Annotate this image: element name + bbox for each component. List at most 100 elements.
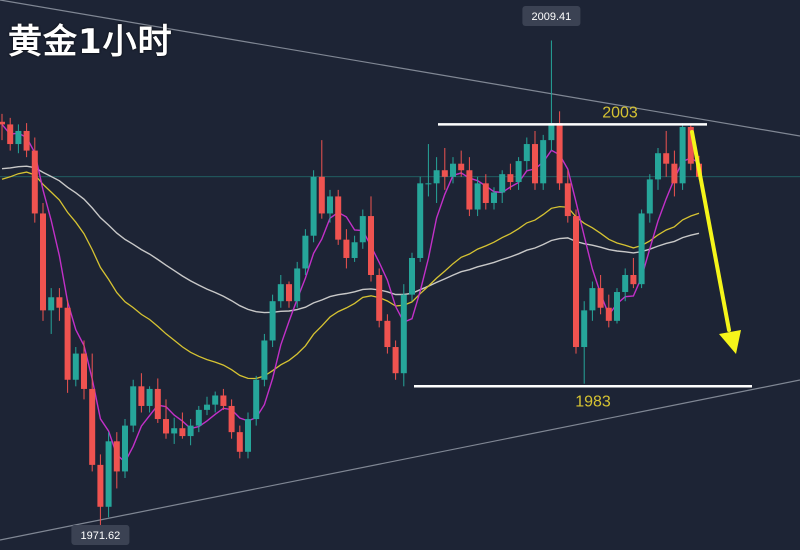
candle-body	[655, 153, 661, 180]
candle-body	[597, 288, 604, 308]
candle-body	[261, 340, 268, 380]
candle-body	[7, 124, 14, 145]
candle-body	[245, 419, 251, 452]
candle-body	[204, 404, 210, 410]
candle-body	[195, 409, 202, 426]
candle-body	[302, 235, 309, 269]
candle-body	[515, 161, 522, 183]
candle-body	[646, 179, 653, 214]
candle-body	[581, 310, 588, 348]
candle-body	[450, 163, 456, 177]
candle-body	[417, 183, 424, 258]
candle-body	[548, 123, 555, 141]
candle-body	[269, 301, 276, 341]
low-price-label-box	[71, 525, 130, 545]
candle-body	[146, 388, 153, 406]
resistance-level-label: 2003	[602, 104, 638, 121]
candle-body	[499, 174, 506, 193]
candle-body	[23, 130, 30, 151]
candle-body	[564, 183, 571, 217]
candle-body	[441, 170, 448, 177]
candle-body	[236, 432, 243, 452]
candle-body	[523, 144, 530, 162]
candle-body	[671, 163, 678, 184]
candle-body	[351, 242, 358, 258]
candle-body	[466, 170, 473, 210]
candle-body	[376, 275, 383, 321]
candle-body	[630, 275, 637, 285]
high-price-label-box	[522, 6, 581, 26]
candle-body	[163, 419, 169, 434]
candle-body	[474, 183, 481, 210]
candle-body	[335, 196, 342, 240]
candle-body	[138, 386, 145, 406]
arrow-head	[719, 330, 741, 354]
candle-body	[0, 121, 5, 125]
candle-body	[31, 150, 38, 214]
candle-body	[327, 196, 333, 214]
candle-body	[171, 428, 178, 434]
candle-body	[589, 288, 596, 311]
candle-body	[614, 292, 620, 321]
upper-trend-line	[0, 0, 800, 137]
chart-title: 黄金1小时	[8, 22, 173, 62]
candle-body	[318, 176, 325, 214]
candle-body	[286, 284, 292, 302]
candle-body	[64, 307, 71, 380]
lower-trend-line	[0, 379, 800, 541]
candle-body	[663, 153, 670, 164]
high-price-label: 2009.41	[532, 11, 572, 23]
candle-body	[212, 395, 219, 405]
candle-body	[482, 183, 489, 203]
candle-body	[56, 297, 63, 308]
candle-body	[400, 294, 407, 374]
candle-body	[392, 347, 399, 374]
candle-body	[89, 388, 96, 465]
candle-body	[105, 441, 112, 507]
candle-body	[425, 183, 432, 185]
candle-body	[532, 144, 538, 184]
candle-body	[97, 464, 104, 507]
candle-body	[40, 213, 46, 311]
candle-body	[433, 170, 440, 184]
candle-body	[605, 307, 612, 321]
candle-body	[294, 268, 301, 302]
candle-body	[343, 239, 350, 258]
candle-body	[130, 386, 137, 426]
candle-body	[458, 163, 465, 171]
candle-body	[507, 174, 514, 183]
moving-average-slow	[1, 165, 700, 314]
candle-body	[72, 353, 79, 380]
moving-average-mid	[1, 171, 700, 380]
candle-body	[187, 425, 194, 437]
candle-body	[48, 297, 55, 311]
candle-body	[122, 425, 128, 472]
candle-body	[359, 216, 366, 243]
arrow-shaft	[690, 130, 731, 332]
support-level-label: 1983	[575, 393, 611, 410]
candle-body	[638, 213, 645, 285]
candle-body	[556, 123, 563, 184]
candle-body	[540, 140, 547, 184]
candle-body	[687, 127, 694, 164]
candle-body	[15, 130, 22, 145]
candle-body	[384, 320, 391, 348]
candle-body	[228, 405, 235, 433]
candle-body	[253, 379, 260, 420]
candle-body	[573, 216, 579, 348]
candle-body	[179, 428, 186, 437]
candle-body	[310, 176, 317, 236]
candle-body	[81, 353, 87, 389]
candle-body	[679, 127, 686, 184]
candle-body	[409, 257, 415, 295]
candle-body	[113, 441, 120, 472]
candle-body	[622, 275, 629, 293]
candle-body	[491, 192, 497, 203]
candle-body	[277, 284, 284, 302]
candle-body	[154, 388, 161, 420]
low-price-label: 1971.62	[81, 530, 121, 542]
candle-body	[368, 216, 374, 275]
candle-body	[220, 395, 227, 406]
